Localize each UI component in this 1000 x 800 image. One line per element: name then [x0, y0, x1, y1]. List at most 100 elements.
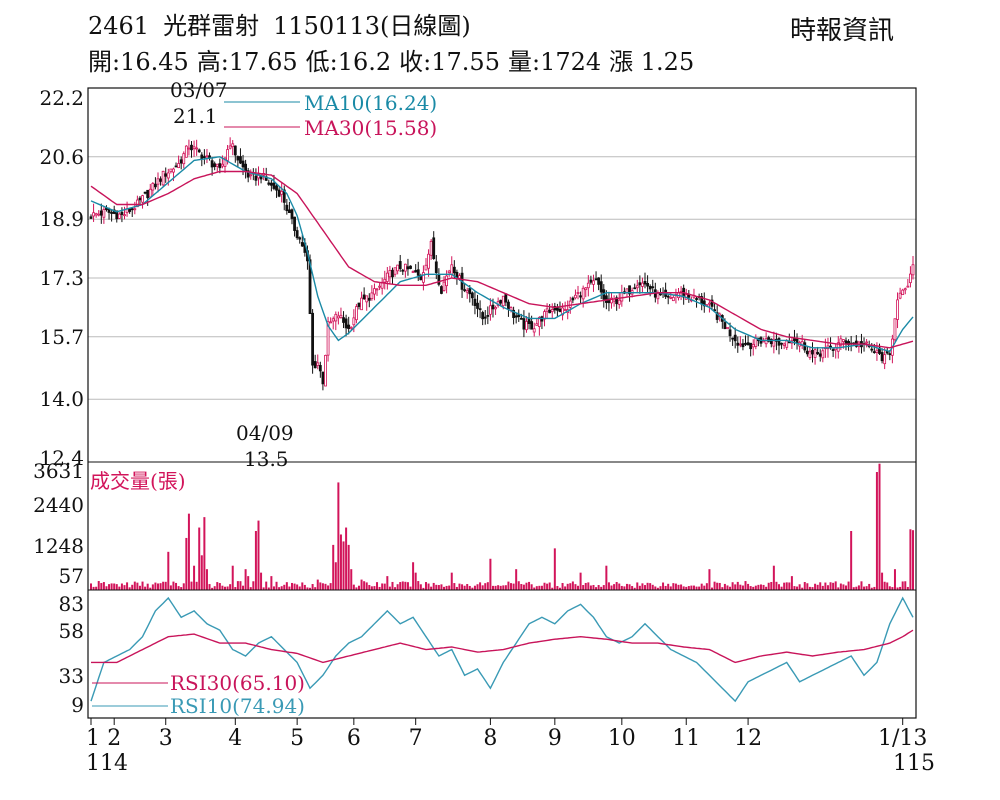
volume-bar	[561, 582, 564, 590]
candle-body	[190, 144, 193, 151]
volume-bar	[829, 582, 832, 590]
volume-bar	[242, 585, 245, 590]
candle-body	[909, 273, 912, 284]
candle-body	[604, 295, 608, 303]
volume-bar	[120, 583, 123, 590]
volume-bar	[355, 587, 358, 590]
candle-body	[231, 143, 235, 148]
volume-bar	[244, 569, 247, 590]
volume-bar	[334, 562, 337, 590]
volume-bar	[370, 586, 373, 590]
candle-body	[478, 308, 482, 311]
candle-body	[893, 318, 897, 341]
candle-body	[308, 259, 312, 315]
volume-bar	[778, 584, 781, 590]
candle-body	[483, 316, 487, 319]
volume-bar	[896, 587, 899, 590]
volume-bar	[808, 586, 811, 590]
volume-bar	[865, 586, 868, 590]
volume-bar	[489, 558, 492, 590]
volume-bar	[97, 581, 100, 590]
candle-body	[177, 163, 181, 168]
candle-body	[548, 309, 552, 314]
volume-bar	[479, 582, 482, 590]
volume-bar	[342, 541, 345, 590]
volume-bar	[796, 586, 799, 590]
x-tick-label: 8	[483, 726, 497, 751]
volume-bar	[435, 584, 438, 590]
volume-bar	[659, 586, 662, 590]
volume-bar	[193, 565, 196, 590]
volume-bar	[108, 584, 111, 590]
volume-bar	[713, 581, 716, 590]
volume-bar	[476, 584, 479, 590]
volume-bar	[205, 569, 208, 590]
volume-bar	[115, 584, 118, 590]
candle-body	[762, 340, 765, 343]
candle-body	[512, 309, 515, 318]
volume-title: 成交量(張)	[90, 469, 186, 493]
candle-body	[568, 300, 572, 308]
volume-bar	[891, 587, 894, 590]
candle-body	[736, 342, 740, 346]
volume-bar	[149, 587, 152, 590]
candle-body	[440, 286, 443, 294]
ma30-line	[90, 170, 914, 349]
chart-kind: (日線圖)	[379, 12, 471, 40]
volume-bar	[203, 517, 206, 590]
candle-body	[362, 294, 366, 300]
volume-bar	[223, 586, 226, 590]
volume-bar	[399, 582, 402, 590]
candle-body	[553, 306, 557, 311]
x-tick-label: 1	[86, 726, 100, 751]
volume-bar	[329, 583, 332, 590]
volume-bar	[729, 586, 732, 590]
candle-body	[110, 212, 114, 214]
volume-bar	[144, 586, 147, 590]
volume-bar	[814, 583, 817, 590]
candle-body	[599, 281, 603, 293]
candle-body	[780, 342, 783, 345]
candle-body	[620, 292, 624, 302]
candle-body	[355, 306, 358, 321]
rsi-tick-label: 33	[59, 664, 84, 688]
volume-bar	[587, 582, 590, 590]
volume-bar	[680, 584, 683, 590]
candle-body	[130, 208, 134, 211]
candle-body	[537, 317, 541, 327]
volume-bar	[793, 586, 796, 590]
x-tick-label: 6	[347, 726, 361, 751]
candle-body	[267, 182, 271, 185]
price-tick-label: 17.3	[39, 266, 84, 290]
candle-body	[764, 338, 768, 345]
volume-bar	[507, 581, 510, 590]
volume-bar	[471, 587, 474, 590]
volume-bar	[102, 582, 105, 590]
volume-bar	[257, 520, 260, 590]
volume-bar	[231, 565, 234, 590]
volume-bar	[445, 585, 448, 590]
candle-body	[97, 213, 101, 216]
candle-body	[236, 156, 240, 161]
volume-bar	[301, 582, 304, 590]
price-tick-label: 15.7	[39, 325, 84, 349]
volume-bar	[198, 527, 201, 590]
volume-bar	[654, 586, 657, 590]
candle-body	[94, 213, 98, 216]
volume-bar	[440, 584, 443, 590]
volume-bar	[780, 586, 783, 590]
candle-body	[710, 299, 714, 307]
candle-body	[556, 307, 559, 311]
candle-body	[254, 175, 258, 181]
volume-bar	[816, 584, 819, 590]
candle-body	[213, 163, 217, 167]
candle-body	[646, 282, 649, 287]
candle-body	[870, 348, 874, 351]
volume-bar	[577, 585, 580, 590]
candle-body	[463, 289, 467, 292]
volume-bar	[855, 586, 858, 590]
volume-bar	[662, 582, 665, 590]
volume-bar	[551, 587, 554, 590]
volume-bar	[878, 463, 881, 590]
candle-body	[813, 349, 817, 358]
